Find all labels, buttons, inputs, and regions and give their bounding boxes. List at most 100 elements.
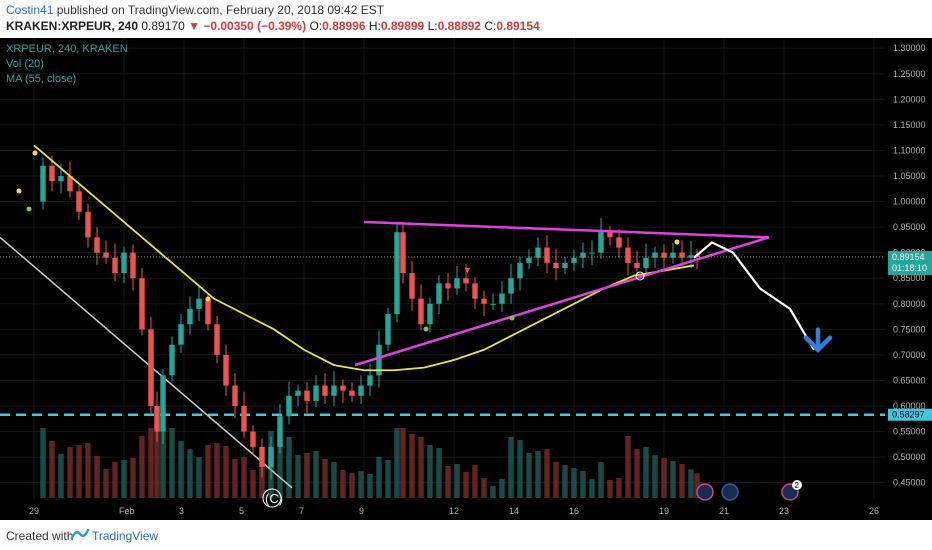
x-axis[interactable]: 29 Feb 3 5 7 9 12 14 16 19 21 23 26 <box>0 498 932 520</box>
y-tick-label: 1.25000 <box>893 69 926 79</box>
x-tick-label: 14 <box>509 506 519 516</box>
volume-bar <box>295 455 301 498</box>
projection-path <box>693 241 815 351</box>
candle-body <box>295 390 301 396</box>
x-tick-label: 23 <box>779 506 789 516</box>
candle-body <box>286 395 292 417</box>
volume-bar <box>409 434 415 498</box>
volume-bar <box>376 457 382 498</box>
volume-bar <box>277 428 283 498</box>
event-marker-icon[interactable] <box>721 483 739 501</box>
volume-bar <box>526 453 532 498</box>
ohlc-line: KRAKEN:XRPEUR, 240 0.89170 ▼ −0.00350 (−… <box>6 19 540 33</box>
x-tick-label: 26 <box>869 506 879 516</box>
candle-body <box>607 232 613 238</box>
candle-body <box>160 375 166 432</box>
volume-bar <box>160 428 166 498</box>
price-chart[interactable]: XRPEUR, 240, KRAKEN Vol (20) MA (55, clo… <box>0 38 932 520</box>
down-triangle-icon: ▼ <box>188 19 200 33</box>
candle-body <box>427 303 433 325</box>
candle-body <box>400 232 406 274</box>
candle-body <box>643 257 649 268</box>
candle-body <box>616 237 622 248</box>
wave-c-label: (C) <box>262 488 283 508</box>
volume-bar <box>463 472 469 498</box>
y-axis[interactable]: 1.30000 1.25000 1.20000 1.15000 1.10000 1.050… <box>893 43 926 487</box>
y-tick-label: 1.05000 <box>893 171 926 181</box>
candle-body <box>526 257 532 263</box>
y-tick-label: 0.55000 <box>893 427 926 437</box>
volume-bar <box>598 462 604 498</box>
y-tick-label: 0.50000 <box>893 452 926 462</box>
event-marker-icon[interactable] <box>696 483 714 501</box>
wave-c-circle <box>262 488 282 508</box>
y-tick-label: 0.95000 <box>893 222 926 232</box>
candle-body <box>169 344 175 376</box>
volume-bar <box>589 479 595 498</box>
open-value: 0.88996 <box>322 19 366 33</box>
candle-body <box>103 252 109 258</box>
volume-bar <box>322 459 328 498</box>
volume-bar <box>394 428 400 498</box>
event-markers[interactable]: 2 <box>696 480 802 501</box>
white-trendline <box>0 236 293 489</box>
tradingview-logo-icon[interactable] <box>70 527 90 541</box>
last-price: 0.89170 <box>141 19 185 33</box>
x-tick-label: 7 <box>299 506 304 516</box>
candle-body <box>598 232 604 253</box>
x-tick-label: Feb <box>119 506 135 516</box>
volume-bar <box>250 470 256 498</box>
candle-body <box>130 252 136 279</box>
volume-bar <box>385 460 391 498</box>
publish-line: Costin41 published on TradingView.com, F… <box>6 3 384 17</box>
candle-body <box>517 262 523 279</box>
signal-dot <box>509 315 515 321</box>
high-value: 0.89899 <box>380 19 425 33</box>
candle-body <box>508 278 514 294</box>
volume-bar <box>358 471 364 498</box>
down-marker-icon: ▼ <box>463 265 472 275</box>
candle-body <box>409 273 415 299</box>
author-link[interactable]: Costin41 <box>6 3 54 17</box>
volume-bar <box>481 478 487 498</box>
candle-body <box>481 298 487 304</box>
candle-body <box>463 278 469 284</box>
volume-bar <box>634 449 640 498</box>
low-label: L: <box>427 19 438 33</box>
open-label: O: <box>309 19 323 33</box>
high-label: H: <box>368 19 381 33</box>
signal-dot <box>205 296 211 302</box>
chart-legend: XRPEUR, 240, KRAKEN Vol (20) MA (55, clo… <box>6 43 128 85</box>
candle-body <box>49 165 55 182</box>
chart-header: Costin41 published on TradingView.com, F… <box>0 0 932 38</box>
candle-body <box>277 416 283 447</box>
volume-bar <box>517 440 523 498</box>
legend-vol: Vol (20) <box>6 58 44 70</box>
published-text: published on TradingView.com, February 2… <box>56 3 385 17</box>
candle-body <box>94 237 100 253</box>
price-tag: 0.89154 01:18:10 <box>888 250 932 275</box>
volume-bar <box>454 464 460 498</box>
candle-body <box>214 324 220 355</box>
candle-body <box>634 262 640 268</box>
candle-body <box>259 446 265 468</box>
y-tick-label: 1.15000 <box>893 120 926 130</box>
volume-bar <box>340 470 346 498</box>
candle-body <box>313 385 319 401</box>
price-tag-text: 0.89154 <box>892 252 925 262</box>
y-tick-label: 1.20000 <box>893 94 926 104</box>
y-tick-label: 1.30000 <box>893 43 926 53</box>
signal-dot <box>16 188 22 194</box>
volume-bar <box>214 443 220 498</box>
signal-dots: ▼ <box>16 150 680 332</box>
candle-body <box>241 406 247 432</box>
volume-bar <box>40 428 46 498</box>
volume-bar <box>205 445 211 498</box>
candle-body <box>358 385 364 396</box>
candle-body <box>661 252 667 258</box>
volume-bar <box>643 447 649 498</box>
candle-body <box>562 262 568 268</box>
volume-bar <box>241 457 247 498</box>
tradingview-brand[interactable]: TradingView <box>92 529 159 543</box>
support-tag-text: 0.58297 <box>892 410 925 420</box>
